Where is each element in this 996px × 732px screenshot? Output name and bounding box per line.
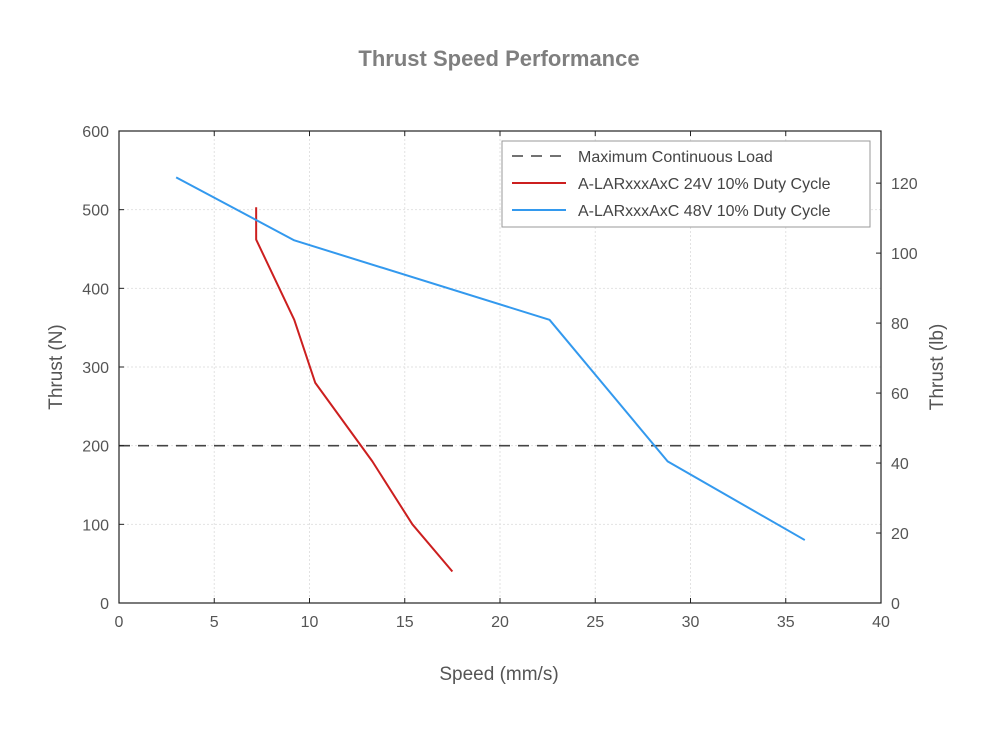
y-tick-label-left: 100 <box>82 517 109 534</box>
y-tick-label-right: 100 <box>891 246 918 263</box>
legend-label-2: A-LARxxxAxC 48V 10% Duty Cycle <box>578 203 831 220</box>
axis-ticks: 0 5 10 15 20 25 30 35 40010020030040050060002040… <box>82 124 918 631</box>
y-tick-label-right: 20 <box>891 526 909 543</box>
y-tick-label-right: 40 <box>891 456 909 473</box>
x-axis-label: Speed (mm/s) <box>439 664 558 685</box>
y-tick-label-right: 80 <box>891 316 909 333</box>
x-tick-label: 30 <box>682 614 700 631</box>
x-tick-label: 5 <box>210 614 219 631</box>
x-tick-label: 40 <box>872 614 890 631</box>
y-tick-label-left: 500 <box>82 203 109 220</box>
y-axis-label-left: Thrust (N) <box>46 324 67 410</box>
y-tick-label-left: 200 <box>82 439 109 456</box>
y-tick-label-left: 300 <box>82 360 109 377</box>
series-line-2 <box>175 176 806 541</box>
y-tick-label-left: 0 <box>100 596 109 613</box>
y-tick-label-right: 0 <box>891 596 900 613</box>
legend-label-1: A-LARxxxAxC 24V 10% Duty Cycle <box>578 176 831 193</box>
series-lines <box>119 176 881 573</box>
legend-label-0: Maximum Continuous Load <box>578 149 773 166</box>
chart-title: Thrust Speed Performance <box>358 46 639 71</box>
x-tick-label: 0 <box>115 614 124 631</box>
y-tick-label-right: 120 <box>891 176 918 193</box>
y-axis-label-right: Thrust (lb) <box>927 324 948 411</box>
x-tick-label: 35 <box>777 614 795 631</box>
y-tick-label-left: 600 <box>82 124 109 141</box>
y-tick-label-right: 60 <box>891 386 909 403</box>
legend: Maximum Continuous Load A-LARxxxAxC 24V 1… <box>501 140 871 228</box>
series-line-1 <box>255 207 454 573</box>
x-tick-label: 20 <box>491 614 509 631</box>
x-tick-label: 10 <box>301 614 319 631</box>
grid <box>119 131 881 603</box>
y-tick-label-left: 400 <box>82 281 109 298</box>
x-tick-label: 15 <box>396 614 414 631</box>
x-tick-label: 25 <box>586 614 604 631</box>
